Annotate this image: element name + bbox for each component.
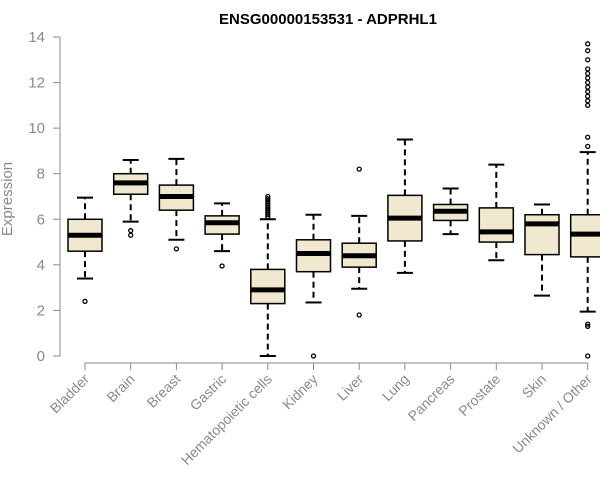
y-tick-label: 6 [37,211,45,228]
outlier-point [585,143,591,150]
category-label: Kidney [279,371,321,413]
category-label: Brain [103,371,137,405]
category-label: Unknown / Other [509,371,595,457]
y-tick-label: 12 [28,75,45,92]
iqr-box [524,213,560,256]
chart-title: ENSG00000153531 - ADPRHL1 [219,11,437,28]
outlier-point [585,75,591,81]
iqr-box [478,207,515,243]
outlier-point [585,48,591,54]
y-tick-label: 2 [37,302,45,319]
outlier-point [585,57,591,63]
outlier-point [173,246,180,252]
category-label: Bladder [47,371,93,417]
iqr-box [250,268,286,305]
outlier-point [585,98,591,104]
outlier-point [585,41,591,47]
y-axis-label: Expression [0,162,16,236]
category-label: Hematopoietic cells [178,371,275,468]
y-tick-label: 4 [37,257,45,274]
box-series [67,41,600,359]
outlier-point [310,353,317,359]
outlier-point [219,263,225,269]
category-label: Liver [334,371,367,404]
box-breast [158,157,195,252]
outlier-point [585,321,591,327]
outlier-point [265,193,271,200]
box-unknown-other [569,41,600,359]
y-tick-label: 10 [28,120,45,137]
outlier-point [585,323,591,330]
box-gastric [204,202,240,269]
category-label: Gastric [187,371,230,414]
outlier-point [265,196,271,202]
outlier-point [585,66,591,72]
category-label: Lung [379,371,412,404]
outlier-point [356,166,362,172]
outlier-point [585,89,591,95]
box-liver [341,166,377,318]
y-tick-label: 14 [28,29,45,46]
category-label: Prostate [455,371,503,419]
outlier-point [356,312,362,318]
outlier-point [585,93,591,99]
outlier-point [585,84,591,90]
outlier-point [128,232,134,238]
box-kidney [295,213,332,359]
outlier-point [82,298,88,304]
y-tick-label: 0 [37,348,45,365]
outlier-point [128,228,134,234]
outlier-point [585,79,591,86]
outlier-point [585,70,591,77]
category-label: Pancreas [405,371,458,424]
y-tick-label: 8 [37,166,45,183]
box-skin [524,203,560,297]
box-bladder [67,196,103,304]
box-hematopoietic-cells [250,193,286,357]
box-pancreas [432,187,469,236]
y-axis: 0 2 4 6 8 10 12 14 [28,29,61,365]
box-lung [387,138,423,274]
outlier-point [585,102,591,109]
category-label: Breast [144,371,184,411]
box-prostate [478,163,515,262]
outlier-point [585,134,591,140]
x-axis [84,362,589,370]
box-brain [112,159,149,238]
category-label: Skin [519,371,550,402]
outlier-point [585,353,591,359]
